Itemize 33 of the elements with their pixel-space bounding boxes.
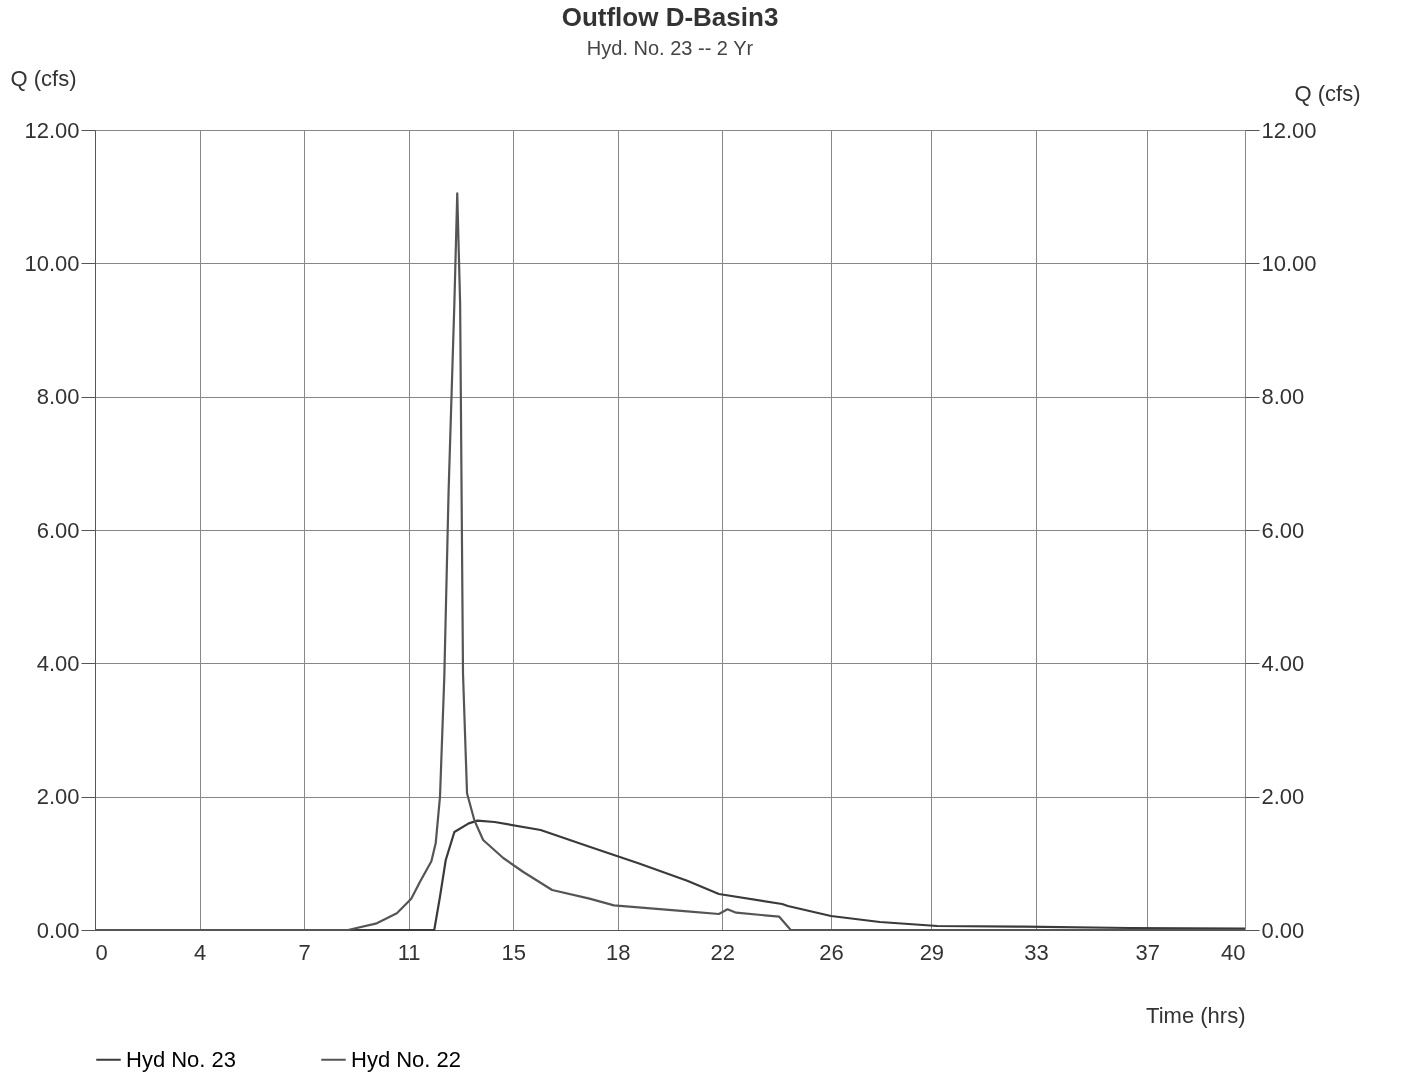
y2-tick-label: 8.00 (1261, 384, 1305, 410)
x-axis-title: Time (hrs) (1146, 1002, 1246, 1028)
x-tick-label: 26 (819, 939, 844, 965)
y-tick-label: 8.00 (36, 384, 80, 410)
x-tick-label: 0 (95, 939, 108, 965)
x-tick-label: 18 (605, 939, 631, 965)
y2-tick-label: 12.00 (1261, 117, 1317, 143)
legend-label: Hyd No. 22 (351, 1046, 462, 1072)
x-tick-label: 11 (397, 939, 421, 965)
y2-tick-label: 2.00 (1261, 784, 1305, 810)
y2-axis-title: Q (cfs) (1294, 80, 1361, 106)
y-tick-label: 2.00 (36, 784, 80, 810)
y2-tick-label: 6.00 (1261, 517, 1305, 543)
y2-tick-label: 4.00 (1261, 650, 1305, 676)
x-tick-label: 22 (710, 939, 736, 965)
y2-tick-label: 0.00 (1261, 917, 1305, 943)
y2-tick-label: 10.00 (1261, 250, 1317, 276)
chart-subtitle: Hyd. No. 23 -- 2 Yr (586, 37, 754, 59)
x-tick-label: 37 (1135, 939, 1160, 965)
x-tick-label: 40 (1221, 939, 1246, 965)
y-axis-title: Q (cfs) (10, 65, 77, 91)
x-tick-label: 15 (501, 939, 526, 965)
y-tick-label: 10.00 (24, 250, 80, 276)
x-tick-label: 33 (1024, 939, 1049, 965)
y-tick-label: 0.00 (36, 917, 80, 943)
legend-label: Hyd No. 23 (126, 1046, 237, 1072)
chart-title: Outflow D-Basin3 (561, 2, 779, 32)
x-tick-label: 29 (919, 939, 945, 965)
y-tick-label: 4.00 (36, 650, 80, 676)
x-tick-label: 7 (298, 939, 311, 965)
y-tick-label: 12.00 (24, 117, 80, 143)
y-tick-label: 6.00 (36, 517, 80, 543)
x-tick-label: 4 (193, 939, 207, 965)
